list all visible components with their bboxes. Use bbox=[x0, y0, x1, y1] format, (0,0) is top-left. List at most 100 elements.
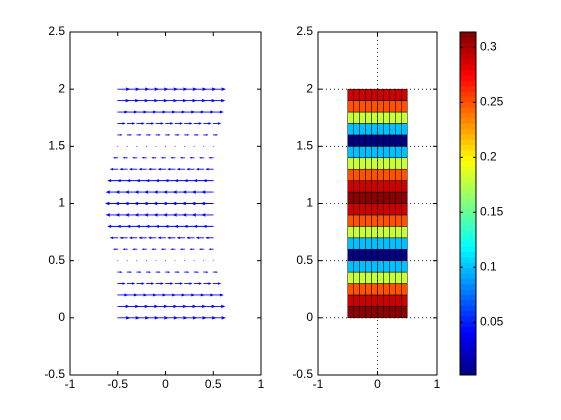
arrow bbox=[176, 236, 186, 239]
cell bbox=[347, 123, 354, 136]
cell bbox=[347, 180, 354, 193]
cell bbox=[353, 168, 360, 181]
colorbar-step bbox=[460, 353, 476, 360]
cell bbox=[359, 226, 366, 239]
cell bbox=[401, 226, 408, 239]
cell bbox=[395, 146, 402, 159]
cell bbox=[371, 123, 378, 136]
cell bbox=[377, 111, 384, 124]
cell bbox=[371, 294, 378, 307]
cell bbox=[371, 203, 378, 216]
cell bbox=[377, 237, 384, 250]
cell bbox=[389, 111, 396, 124]
cell bbox=[371, 111, 378, 124]
cell bbox=[377, 168, 384, 181]
cell bbox=[395, 88, 402, 101]
cell bbox=[347, 134, 354, 147]
arrow bbox=[107, 224, 119, 228]
y-tick-label: -0.5 bbox=[292, 367, 313, 381]
colorbar-step bbox=[460, 85, 476, 92]
cell bbox=[395, 260, 402, 273]
arrow bbox=[193, 122, 203, 125]
arrow bbox=[174, 179, 186, 183]
arrow bbox=[126, 122, 136, 125]
arrow bbox=[176, 168, 186, 171]
cell bbox=[389, 88, 396, 101]
cell bbox=[383, 283, 390, 296]
arrow bbox=[132, 248, 138, 251]
cell bbox=[347, 146, 354, 159]
cell bbox=[365, 168, 372, 181]
cell bbox=[353, 180, 360, 193]
arrow bbox=[119, 168, 128, 171]
cell bbox=[389, 168, 396, 181]
cell bbox=[401, 203, 408, 216]
y-tick-label: 2.5 bbox=[296, 24, 313, 38]
colorbar-step bbox=[460, 310, 476, 317]
colorbar-step bbox=[460, 107, 476, 113]
arrow bbox=[174, 293, 186, 297]
cell bbox=[395, 168, 402, 181]
cell bbox=[395, 180, 402, 193]
cell bbox=[347, 203, 354, 216]
cell bbox=[371, 191, 378, 204]
cell bbox=[395, 157, 402, 170]
x-tick-label: -1 bbox=[313, 377, 324, 391]
cell bbox=[389, 123, 396, 136]
arrow bbox=[155, 122, 164, 125]
cell bbox=[347, 168, 354, 181]
arrow bbox=[141, 156, 147, 159]
cell bbox=[377, 203, 384, 216]
cell bbox=[365, 271, 372, 284]
cell bbox=[359, 306, 366, 319]
y-tick-label: 0 bbox=[306, 310, 313, 324]
colorbar-step bbox=[460, 257, 476, 263]
arrow bbox=[107, 179, 119, 183]
cell bbox=[377, 146, 384, 159]
cell bbox=[395, 134, 402, 147]
arrow bbox=[189, 156, 195, 159]
arrow bbox=[136, 110, 148, 114]
cell bbox=[383, 123, 390, 136]
cell bbox=[401, 134, 408, 147]
cell bbox=[395, 203, 402, 216]
cell bbox=[401, 237, 408, 250]
cell bbox=[401, 306, 408, 319]
y-tick-label: 1.5 bbox=[296, 139, 313, 153]
cell bbox=[395, 248, 402, 261]
cell bbox=[377, 271, 384, 284]
cell bbox=[377, 306, 384, 319]
cell bbox=[383, 260, 390, 273]
cell bbox=[347, 191, 354, 204]
cell bbox=[389, 248, 396, 261]
cell bbox=[353, 134, 360, 147]
colorbar-step bbox=[460, 128, 476, 135]
arrow bbox=[193, 134, 199, 136]
arrow bbox=[145, 134, 152, 136]
cell bbox=[353, 237, 360, 250]
cell bbox=[371, 157, 378, 170]
cell bbox=[389, 191, 396, 204]
cell bbox=[383, 203, 390, 216]
colorbar-step bbox=[460, 160, 476, 167]
arrow bbox=[136, 271, 142, 273]
x-tick-label: 0 bbox=[162, 377, 169, 391]
arrow bbox=[147, 236, 157, 239]
cell bbox=[359, 180, 366, 193]
arrow bbox=[179, 248, 186, 251]
colorbar-step bbox=[460, 262, 476, 269]
cell bbox=[377, 214, 384, 227]
cell bbox=[359, 294, 366, 307]
cell bbox=[377, 123, 384, 136]
cell bbox=[359, 283, 366, 296]
arrow bbox=[136, 293, 148, 297]
arrow bbox=[155, 271, 161, 273]
arrow bbox=[201, 190, 214, 194]
colorbar-step bbox=[460, 294, 476, 301]
arrow bbox=[165, 134, 171, 136]
cell bbox=[371, 260, 378, 273]
cell bbox=[347, 306, 354, 319]
cell bbox=[353, 306, 360, 319]
cell bbox=[365, 134, 372, 147]
cell bbox=[359, 111, 366, 124]
